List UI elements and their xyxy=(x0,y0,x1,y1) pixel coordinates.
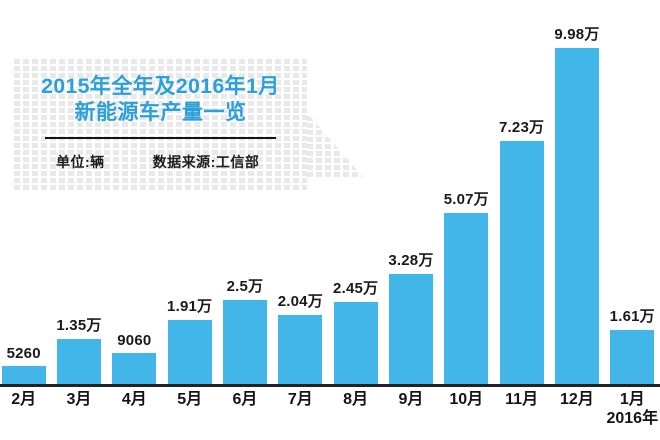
chart-title-line2: 新能源车产量一览 xyxy=(74,101,247,124)
bar-value-label: 1.91万 xyxy=(167,298,213,315)
x-axis-label: 5月 xyxy=(177,391,203,408)
x-axis-labels: 2月 3月 4月 5月 6月 7月 8月 9月 10月 11月 12月 1月 2016年 xyxy=(0,390,660,428)
bar-chart: 5260 1.35万 9060 1.91万 2.5万 2.04万 2.45万 3.28万 5.0… xyxy=(0,23,660,384)
bar-value-label: 9060 xyxy=(117,332,152,349)
x-axis-label: 6月 xyxy=(232,391,258,408)
data-source-label: 数据来源:工信部 xyxy=(152,154,260,170)
bar-group: 2.04万 xyxy=(273,290,328,384)
title-card: 2015年全年及2016年1月 新能源车产量一览 单位:辆 数据来源:工信部 xyxy=(14,57,307,192)
bar xyxy=(278,315,323,384)
x-axis-sublabel: 2016年 xyxy=(606,410,659,427)
bar xyxy=(444,213,489,384)
bar xyxy=(167,320,212,384)
x-axis-label: 9月 xyxy=(398,391,424,408)
bar xyxy=(1,366,46,384)
bar-group: 7.23万 xyxy=(494,116,549,384)
bar xyxy=(333,302,378,384)
bar-value-label: 2.45万 xyxy=(333,280,379,297)
x-axis-label: 11月 xyxy=(505,391,539,408)
bar-value-label: 5260 xyxy=(6,345,41,362)
bar-value-label: 2.04万 xyxy=(277,293,323,310)
x-axis-line xyxy=(0,384,660,387)
unit-label: 单位:辆 xyxy=(56,154,105,170)
chart-title: 2015年全年及2016年1月 新能源车产量一览 xyxy=(14,74,307,126)
x-axis-label: 8月 xyxy=(343,391,369,408)
x-axis-label: 1月 2016年 xyxy=(606,391,659,427)
bar-group: 1.35万 xyxy=(51,314,106,384)
bar-value-label: 1.61万 xyxy=(609,308,655,325)
bar xyxy=(56,339,101,384)
bar-group: 9.98万 xyxy=(549,23,604,384)
title-separator-line xyxy=(45,137,276,139)
bar-value-label: 7.23万 xyxy=(499,119,545,136)
x-axis-label: 2月 xyxy=(11,391,37,408)
bar xyxy=(222,300,267,384)
bar-value-label: 3.28万 xyxy=(388,252,434,269)
bar-group: 5.07万 xyxy=(439,188,494,384)
x-axis-label: 4月 xyxy=(121,391,147,408)
chart-title-line1: 2015年全年及2016年1月 xyxy=(41,75,280,98)
bar xyxy=(554,48,599,384)
x-axis-label: 12月 xyxy=(560,391,594,408)
bar-value-label: 1.35万 xyxy=(56,317,102,334)
x-axis-label: 10月 xyxy=(449,391,484,408)
bar-value-label: 9.98万 xyxy=(554,26,600,43)
bar xyxy=(112,353,157,384)
bar-value-label: 5.07万 xyxy=(443,191,489,208)
bar-group: 9060 xyxy=(107,332,162,384)
bar-group: 1.61万 xyxy=(605,305,660,384)
bar-value-label: 2.5万 xyxy=(226,278,264,295)
bar-group: 5260 xyxy=(0,345,51,384)
bar-group: 2.5万 xyxy=(217,275,272,384)
bar-group: 1.91万 xyxy=(162,295,217,384)
bar xyxy=(610,330,655,384)
bar xyxy=(499,141,544,384)
x-axis-label: 3月 xyxy=(66,391,92,408)
bar-group: 3.28万 xyxy=(383,249,438,384)
x-axis-label: 7月 xyxy=(287,391,313,408)
bar xyxy=(388,274,433,384)
bar-group: 2.45万 xyxy=(328,277,383,384)
